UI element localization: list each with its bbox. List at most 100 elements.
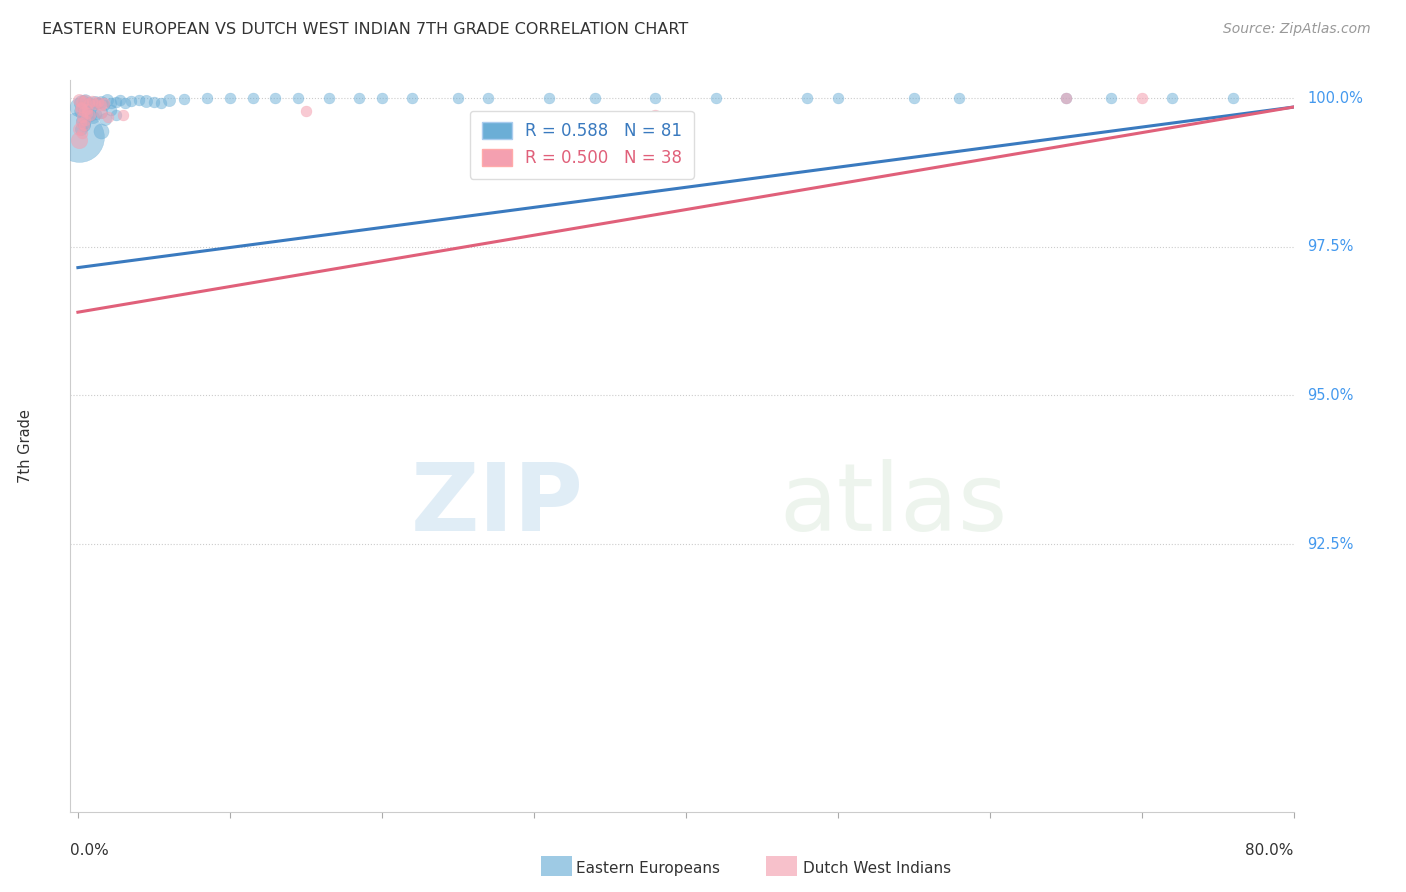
Point xyxy=(72,95,94,109)
Point xyxy=(67,129,90,144)
Point xyxy=(73,118,96,132)
Point xyxy=(114,95,136,110)
Point xyxy=(72,113,94,128)
Point xyxy=(76,102,98,116)
Point xyxy=(67,100,90,114)
Point xyxy=(94,112,117,126)
Point xyxy=(157,94,180,108)
Text: atlas: atlas xyxy=(780,458,1008,550)
Point xyxy=(903,91,925,105)
Point xyxy=(100,96,122,111)
Point xyxy=(72,95,94,110)
Point xyxy=(82,110,104,124)
Point xyxy=(100,103,122,117)
Point xyxy=(77,95,100,110)
Point xyxy=(67,93,90,107)
Point xyxy=(135,94,157,108)
Text: 92.5%: 92.5% xyxy=(1308,537,1354,551)
Point xyxy=(70,104,93,119)
Point xyxy=(295,104,318,119)
Point xyxy=(72,126,94,140)
Point xyxy=(86,95,108,110)
Point xyxy=(318,91,340,105)
Text: 80.0%: 80.0% xyxy=(1246,843,1294,858)
Point xyxy=(90,105,112,120)
Point xyxy=(73,102,96,116)
Point xyxy=(644,108,666,122)
Point xyxy=(80,94,103,108)
Point xyxy=(264,91,287,105)
Point xyxy=(142,95,165,109)
Point xyxy=(80,98,103,112)
Point xyxy=(79,108,101,122)
Point xyxy=(1222,91,1244,105)
Point xyxy=(112,108,135,122)
Text: 95.0%: 95.0% xyxy=(1308,388,1354,403)
Point xyxy=(371,91,394,105)
Point xyxy=(948,91,970,105)
Point xyxy=(104,108,127,122)
Point xyxy=(1099,91,1122,105)
Point xyxy=(704,91,727,105)
Point xyxy=(70,103,93,117)
Point xyxy=(83,97,105,112)
Text: 7th Grade: 7th Grade xyxy=(18,409,32,483)
Point xyxy=(287,91,309,105)
Text: 100.0%: 100.0% xyxy=(1308,91,1364,105)
Point xyxy=(76,106,98,120)
Point xyxy=(70,100,93,114)
Point xyxy=(1130,91,1153,105)
Point xyxy=(1054,91,1077,105)
Point xyxy=(827,91,849,105)
Point xyxy=(76,106,98,120)
Point xyxy=(447,91,470,105)
Point xyxy=(72,110,94,124)
Point xyxy=(96,94,118,108)
Point xyxy=(104,95,127,110)
Point xyxy=(93,96,115,111)
Point xyxy=(67,122,90,136)
Point xyxy=(128,93,150,107)
Point xyxy=(150,95,173,110)
Point xyxy=(84,106,107,120)
Text: 97.5%: 97.5% xyxy=(1308,239,1354,254)
Point xyxy=(218,91,240,105)
Legend: R = 0.588   N = 81, R = 0.500   N = 38: R = 0.588 N = 81, R = 0.500 N = 38 xyxy=(470,111,693,178)
Point xyxy=(93,97,115,112)
Point xyxy=(583,91,606,105)
Point xyxy=(242,91,264,105)
Text: EASTERN EUROPEAN VS DUTCH WEST INDIAN 7TH GRADE CORRELATION CHART: EASTERN EUROPEAN VS DUTCH WEST INDIAN 7T… xyxy=(42,22,689,37)
Point xyxy=(77,97,100,112)
Point xyxy=(347,91,370,105)
Text: Eastern Europeans: Eastern Europeans xyxy=(576,862,720,876)
Point xyxy=(195,91,218,105)
Point xyxy=(120,94,142,108)
Point xyxy=(90,98,112,112)
Point xyxy=(75,94,97,108)
Point xyxy=(1054,91,1077,105)
Point xyxy=(644,91,666,105)
Point xyxy=(75,94,97,108)
Point xyxy=(70,116,93,130)
Point xyxy=(796,91,818,105)
Point xyxy=(90,106,112,120)
Point xyxy=(477,91,499,105)
Point xyxy=(73,118,96,132)
Point xyxy=(90,95,112,109)
Point xyxy=(83,95,105,110)
Point xyxy=(75,116,97,130)
Point xyxy=(79,108,101,122)
Point xyxy=(173,92,195,106)
Text: Dutch West Indians: Dutch West Indians xyxy=(803,862,950,876)
Text: Source: ZipAtlas.com: Source: ZipAtlas.com xyxy=(1223,22,1371,37)
Point xyxy=(1161,91,1184,105)
Point xyxy=(401,91,423,105)
Point xyxy=(67,133,90,147)
Point xyxy=(537,91,560,105)
Point xyxy=(97,110,120,124)
Point xyxy=(110,93,132,107)
Point xyxy=(90,124,112,138)
Point xyxy=(73,104,96,119)
Text: ZIP: ZIP xyxy=(411,458,583,550)
Point xyxy=(86,96,108,111)
